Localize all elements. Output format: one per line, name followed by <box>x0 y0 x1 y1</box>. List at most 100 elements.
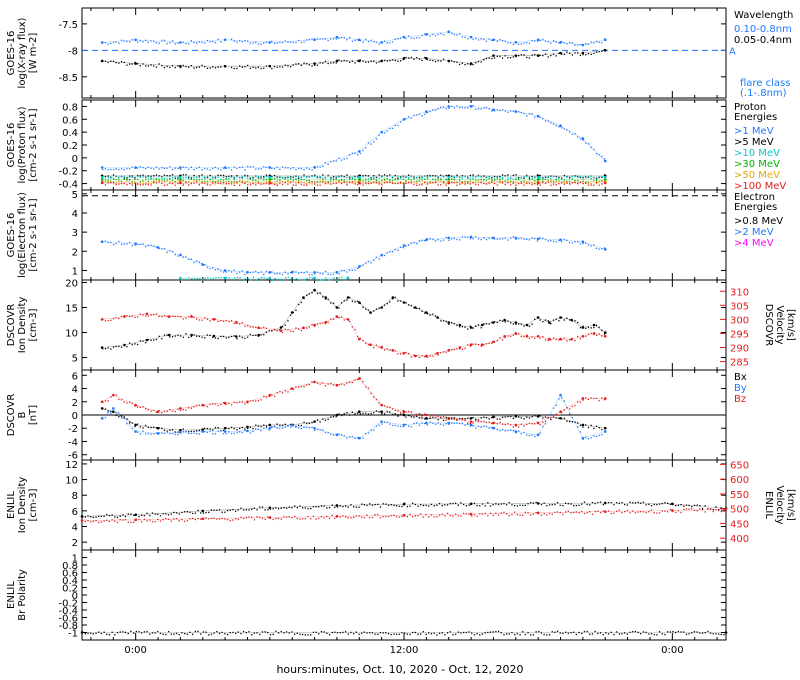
dscovr-density-rtick-label: 290 <box>730 344 749 355</box>
xray-legend-footer: flare class <box>740 78 790 89</box>
dscovr-bfield-scatter <box>102 377 606 428</box>
proton-ytick-label: 0.2 <box>62 141 78 152</box>
electron-legend-entry: >0.8 MeV <box>734 216 783 227</box>
x-axis-label: hours:minutes, Oct. 10, 2020 - Oct. 12, … <box>276 663 523 676</box>
electron-ytick-label: 5 <box>72 190 78 201</box>
dscovr-bfield-data-point <box>335 413 339 417</box>
xray-data-point <box>313 62 316 65</box>
enlil-polarity-ylabel: Br Polarity <box>17 569 28 621</box>
proton-data-point <box>581 137 585 140</box>
electron-data-point <box>313 271 316 274</box>
proton-ylabel: [cm-2 s-1 sr-1] <box>28 108 39 181</box>
electron-legend-entry: >2 MeV <box>734 227 774 238</box>
enlil-polarity-ytick-label: -0.2 <box>58 599 78 610</box>
proton-legend-entry: >30 MeV <box>734 159 780 170</box>
dscovr-density-data-point <box>346 296 350 299</box>
dscovr-density-right-ylabel: [km/s] <box>785 309 796 341</box>
x-tick-label: 0:00 <box>661 645 683 656</box>
xray-data-point <box>223 38 227 42</box>
enlil-density-ytick-label: 10 <box>65 476 78 487</box>
proton-ytick-label: 0.4 <box>62 128 78 139</box>
enlil-density-ylabel: ENLIL <box>6 491 17 519</box>
enlil-density-rtick-label: 400 <box>730 534 749 545</box>
xray-data-point <box>335 35 339 39</box>
proton-data-point <box>179 178 182 182</box>
dscovr-density-data-point <box>324 296 328 299</box>
xray-frame <box>81 7 727 99</box>
electron-ylabel: [cm-2 s-1 sr-1] <box>28 198 39 271</box>
dscovr-density-scatter <box>102 290 606 350</box>
xray-scatter <box>102 48 606 70</box>
electron-data-point <box>134 242 137 245</box>
dscovr-bfield-data-point <box>581 423 585 427</box>
proton-data-point <box>536 178 540 182</box>
enlil-polarity-data-point <box>724 631 728 634</box>
dscovr-bfield-data-point <box>447 421 451 425</box>
enlil-density-ytick-label: 6 <box>72 507 78 518</box>
proton-data-point <box>268 181 272 185</box>
dscovr-density-data-point <box>514 321 518 324</box>
proton-data-point <box>100 166 104 169</box>
xray-threshold-label: A <box>729 46 736 57</box>
proton-legend-title: Energies <box>734 112 777 123</box>
electron-data-point <box>536 237 540 241</box>
dscovr-density-data-point <box>167 333 171 337</box>
proton-data-point <box>536 181 540 185</box>
xray-legend-entry: 0.10-0.8nm <box>734 24 792 35</box>
dscovr-density-right-ylabel: DSCOVR <box>763 304 774 347</box>
enlil-polarity-ytick-label: 1 <box>72 554 78 565</box>
dscovr-density-ytick-label: 20 <box>65 279 78 290</box>
dscovr-density-data-point <box>469 343 473 346</box>
electron-data-point <box>581 240 585 244</box>
proton-ytick-label: 0 <box>72 154 78 165</box>
electron-data-point <box>313 276 316 280</box>
dscovr-bfield-data-point <box>179 428 182 432</box>
dscovr-density-rtick-label: 310 <box>730 287 749 298</box>
enlil-density-ytick-label: 12 <box>65 460 78 471</box>
dscovr-density-data-point <box>190 333 193 337</box>
enlil-density-ytick-label: 2 <box>72 538 78 549</box>
dscovr-bfield-data-point <box>581 397 585 400</box>
enlil-polarity-ytick-label: 0.2 <box>62 584 78 595</box>
dscovr-density-data-point <box>480 323 484 327</box>
electron-data-point <box>514 236 518 240</box>
xray-ylabel: [W m-2] <box>28 33 39 74</box>
electron-scatter <box>102 236 606 276</box>
xray-ytick-label: -7.5 <box>58 20 78 31</box>
proton-scatter <box>102 104 606 171</box>
dscovr-density-data-point <box>447 321 451 324</box>
electron-data-point <box>469 235 473 239</box>
dscovr-bfield-legend-entry: Bx <box>734 372 747 383</box>
enlil-polarity-ylabel: ENLIL <box>6 581 17 609</box>
proton-data-point <box>447 105 451 108</box>
electron-ylabel: log(Electron flux) <box>17 192 28 278</box>
proton-data-point <box>179 166 182 169</box>
dscovr-bfield-data-point <box>514 430 518 433</box>
dscovr-density-data-point <box>212 334 216 338</box>
dscovr-density-data-point <box>592 323 596 327</box>
xray-data-point <box>492 54 495 57</box>
proton-scatter <box>102 181 606 186</box>
dscovr-bfield-ylabel: B <box>17 411 28 418</box>
enlil-density-rtick-label: 600 <box>730 475 749 486</box>
dscovr-bfield-data-point <box>380 420 383 423</box>
xray-legend-entry: 0.05-0.4nm <box>734 35 792 46</box>
electron-data-point <box>402 244 406 247</box>
dscovr-density-data-point <box>313 323 316 327</box>
enlil-density-data-point <box>201 509 205 513</box>
dscovr-density-data-point <box>425 354 428 358</box>
proton-series-line <box>102 106 606 168</box>
enlil-density-data-point <box>724 507 728 511</box>
proton-data-point <box>357 150 361 153</box>
electron-data-point <box>603 248 607 251</box>
dscovr-density-data-point <box>458 323 462 327</box>
dscovr-density-frame <box>81 279 727 371</box>
dscovr-density-data-point <box>469 326 473 329</box>
dscovr-density-data-point <box>234 335 238 338</box>
enlil-density-rtick-label: 550 <box>730 490 749 501</box>
enlil-polarity-ytick-label: 0.4 <box>62 576 78 587</box>
dscovr-bfield-data-point <box>134 423 137 427</box>
enlil-density-ytick-label: 4 <box>72 523 78 534</box>
xray-data-point <box>223 64 227 68</box>
